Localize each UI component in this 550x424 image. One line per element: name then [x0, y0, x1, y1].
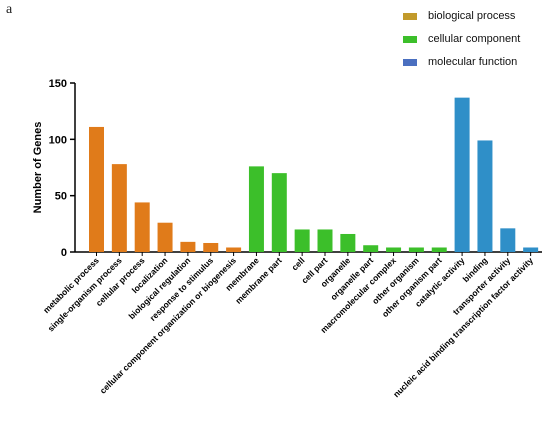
bar-metabolic-process — [89, 126, 104, 252]
bar-membrane-part — [271, 173, 287, 252]
bar-cell — [294, 229, 310, 252]
panel-label: a — [6, 2, 13, 17]
bar-single-organism-process — [111, 164, 127, 252]
y-tick-label-50: 50 — [55, 191, 67, 203]
bar-catalytic-activity — [454, 97, 470, 252]
bar-other-organism — [408, 247, 424, 252]
bar-response-to-stimulus — [203, 242, 219, 252]
y-tick-label-150: 150 — [49, 78, 67, 90]
bar-localization — [157, 222, 173, 252]
y-axis-label: Number of Genes — [32, 122, 44, 214]
x-tick-label-cell: cell — [289, 255, 306, 272]
y-tick-label-100: 100 — [49, 134, 67, 146]
bar-biological-regulation — [180, 241, 196, 252]
bar-macromolecular-complex — [386, 247, 402, 252]
bar-organelle — [340, 233, 356, 252]
legend-item-cellular-component: cellular component — [403, 33, 520, 45]
bar-other-organism-part — [431, 247, 447, 252]
bar-membrane — [248, 166, 264, 252]
bar-nucleic-acid-binding-transcription-factor-activity — [523, 247, 539, 252]
bar-transporter-activity — [500, 228, 516, 252]
legend-label-biological-process: biological process — [428, 10, 516, 22]
bar-organelle-part — [363, 245, 379, 252]
bar-binding — [477, 140, 493, 252]
legend-swatch-cellular-component — [403, 35, 417, 43]
legend: biological process cellular component mo… — [403, 10, 520, 79]
legend-swatch-biological-process — [403, 12, 417, 20]
legend-swatch-molecular-function — [403, 58, 417, 66]
bar-cellular-component-organization-or-biogenesis — [226, 247, 242, 252]
legend-label-molecular-function: molecular function — [428, 56, 518, 68]
legend-item-biological-process: biological process — [403, 10, 520, 22]
legend-label-cellular-component: cellular component — [428, 33, 521, 45]
legend-item-molecular-function: molecular function — [403, 56, 520, 68]
y-tick-label-0: 0 — [61, 247, 67, 259]
bar-cellular-process — [134, 202, 150, 252]
bar-cell-part — [317, 229, 333, 252]
